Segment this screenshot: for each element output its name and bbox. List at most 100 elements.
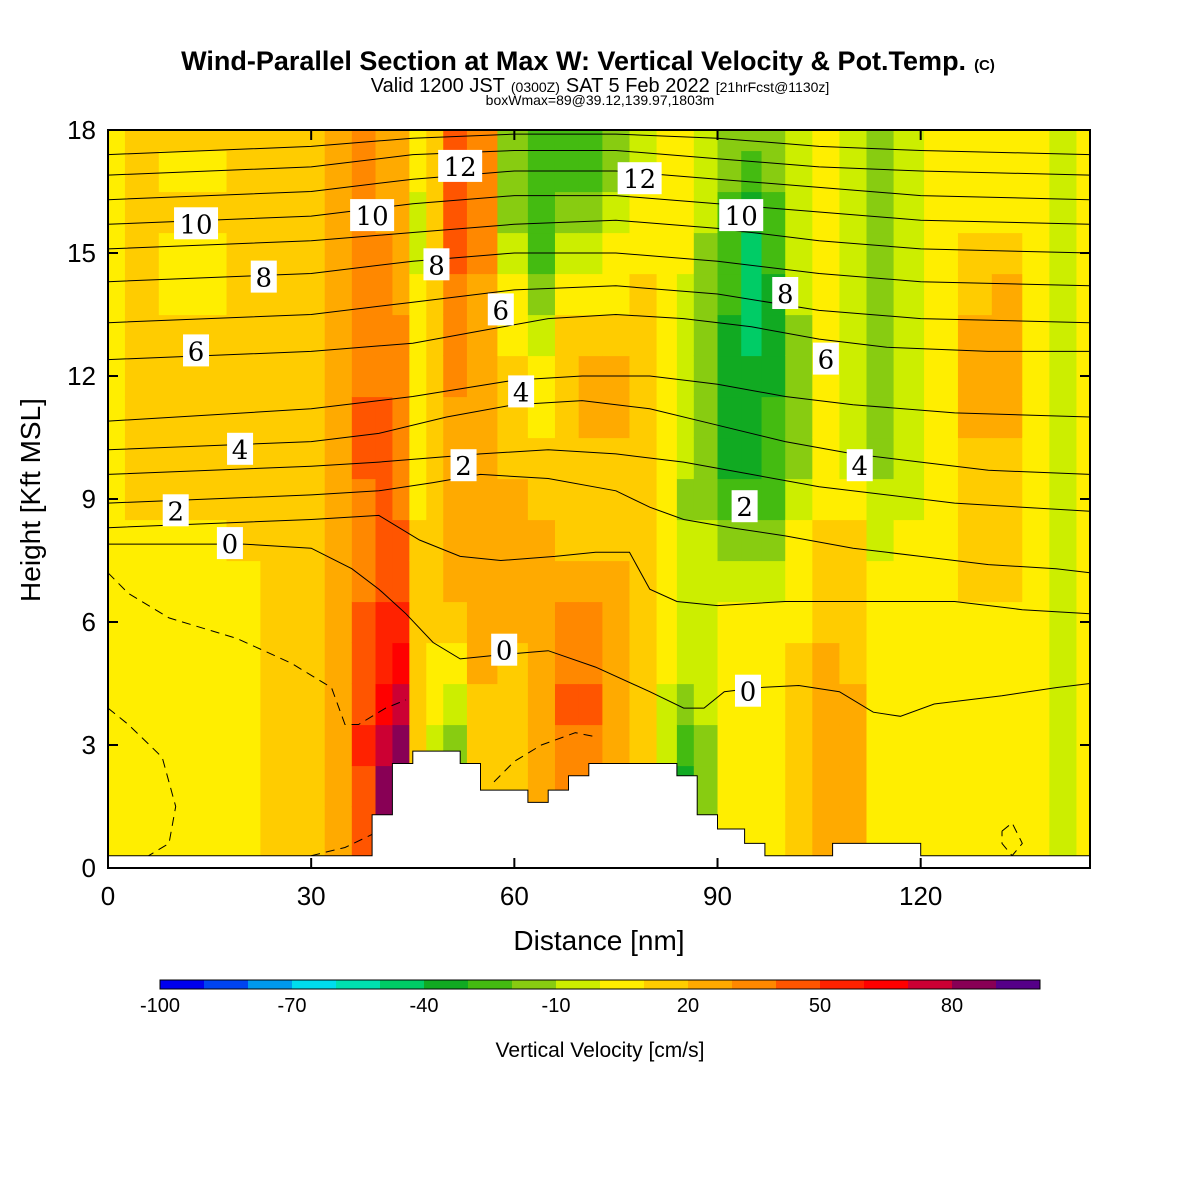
velocity-cell bbox=[761, 355, 786, 398]
velocity-cell bbox=[761, 601, 786, 644]
velocity-cell bbox=[554, 437, 580, 480]
velocity-cell bbox=[108, 683, 126, 726]
velocity-cell bbox=[324, 601, 353, 644]
velocity-cell bbox=[1076, 314, 1090, 357]
colorbar-swatch bbox=[336, 980, 381, 989]
velocity-cell bbox=[693, 130, 719, 152]
velocity-cell bbox=[656, 601, 678, 644]
velocity-cell bbox=[866, 724, 895, 767]
velocity-cell bbox=[192, 601, 228, 644]
velocity-cell bbox=[392, 683, 410, 726]
velocity-cell bbox=[409, 560, 427, 603]
velocity-cell bbox=[991, 724, 1023, 767]
contour-label: 2 bbox=[731, 490, 758, 523]
velocity-cell bbox=[991, 273, 1023, 316]
velocity-cell bbox=[693, 560, 719, 603]
velocity-cell bbox=[527, 601, 556, 644]
velocity-cell bbox=[392, 519, 410, 562]
velocity-cell bbox=[839, 806, 868, 849]
velocity-cell bbox=[108, 765, 126, 808]
velocity-cell bbox=[693, 273, 719, 316]
velocity-cell bbox=[375, 765, 394, 808]
contour-label: 8 bbox=[250, 260, 277, 294]
velocity-cell bbox=[812, 683, 841, 726]
velocity-cell bbox=[656, 642, 678, 685]
velocity-cell bbox=[717, 130, 742, 152]
velocity-cell bbox=[893, 806, 925, 849]
velocity-cell bbox=[466, 232, 499, 275]
velocity-cell bbox=[351, 683, 377, 726]
velocity-cell bbox=[1076, 642, 1090, 685]
velocity-cell bbox=[1022, 683, 1050, 726]
y-tick-label: 0 bbox=[82, 853, 96, 883]
velocity-cell bbox=[392, 232, 410, 275]
velocity-cell bbox=[375, 396, 394, 439]
velocity-cell bbox=[226, 478, 261, 521]
velocity-cell bbox=[260, 601, 295, 644]
velocity-cell bbox=[957, 724, 993, 767]
velocity-cell bbox=[761, 765, 786, 808]
velocity-cell bbox=[1049, 519, 1078, 562]
velocity-cell bbox=[351, 519, 377, 562]
velocity-cell bbox=[426, 601, 444, 644]
velocity-cell bbox=[1049, 683, 1078, 726]
velocity-cell bbox=[260, 806, 295, 849]
velocity-cell bbox=[656, 232, 678, 275]
velocity-cell bbox=[466, 724, 499, 767]
x-axis-title: Distance [nm] bbox=[513, 925, 684, 956]
velocity-cell bbox=[866, 273, 895, 316]
contour-label-text: 10 bbox=[725, 202, 758, 232]
velocity-cell bbox=[260, 478, 295, 521]
velocity-cell bbox=[1076, 273, 1090, 316]
velocity-cell bbox=[1049, 806, 1078, 849]
velocity-cell bbox=[409, 683, 427, 726]
velocity-cell bbox=[578, 560, 603, 603]
velocity-cell bbox=[629, 232, 658, 275]
velocity-cell bbox=[866, 130, 895, 152]
velocity-cell bbox=[629, 130, 658, 152]
contour-label-text: 8 bbox=[428, 251, 445, 281]
velocity-cell bbox=[124, 765, 160, 808]
velocity-cell bbox=[158, 273, 194, 316]
colorbar-swatch bbox=[204, 980, 249, 989]
colorbar-swatch bbox=[864, 980, 909, 989]
y-tick-label: 3 bbox=[82, 730, 96, 760]
velocity-cell bbox=[260, 519, 295, 562]
velocity-cell bbox=[527, 478, 556, 521]
velocity-cell bbox=[991, 478, 1023, 521]
velocity-cell bbox=[108, 642, 126, 685]
velocity-cell bbox=[717, 396, 742, 439]
velocity-cell bbox=[866, 314, 895, 357]
velocity-cell bbox=[629, 314, 658, 357]
contour-label-text: 0 bbox=[496, 637, 513, 667]
velocity-cell bbox=[717, 724, 742, 767]
velocity-cell bbox=[443, 130, 468, 152]
velocity-cell bbox=[602, 560, 631, 603]
velocity-cell bbox=[124, 601, 160, 644]
velocity-cell bbox=[124, 683, 160, 726]
velocity-cell bbox=[124, 232, 160, 275]
velocity-cell bbox=[527, 314, 556, 357]
contour-label-text: 8 bbox=[777, 280, 794, 310]
velocity-cell bbox=[497, 130, 529, 152]
velocity-cell bbox=[192, 437, 228, 480]
contour-label-text: 6 bbox=[818, 346, 835, 376]
velocity-cell bbox=[351, 765, 377, 808]
velocity-cell bbox=[812, 519, 841, 562]
velocity-cell bbox=[866, 806, 895, 849]
velocity-cell bbox=[812, 150, 841, 193]
velocity-cell bbox=[991, 232, 1023, 275]
velocity-cell bbox=[1076, 683, 1090, 726]
velocity-cell bbox=[741, 273, 763, 316]
velocity-cell bbox=[294, 437, 326, 480]
velocity-cell bbox=[294, 130, 326, 152]
velocity-cell bbox=[409, 642, 427, 685]
velocity-cell bbox=[676, 150, 695, 193]
velocity-cell bbox=[656, 560, 678, 603]
velocity-cell bbox=[527, 191, 556, 234]
velocity-cell bbox=[629, 724, 658, 767]
velocity-cell bbox=[1022, 806, 1050, 849]
velocity-cell bbox=[375, 519, 394, 562]
velocity-cell bbox=[924, 355, 959, 398]
